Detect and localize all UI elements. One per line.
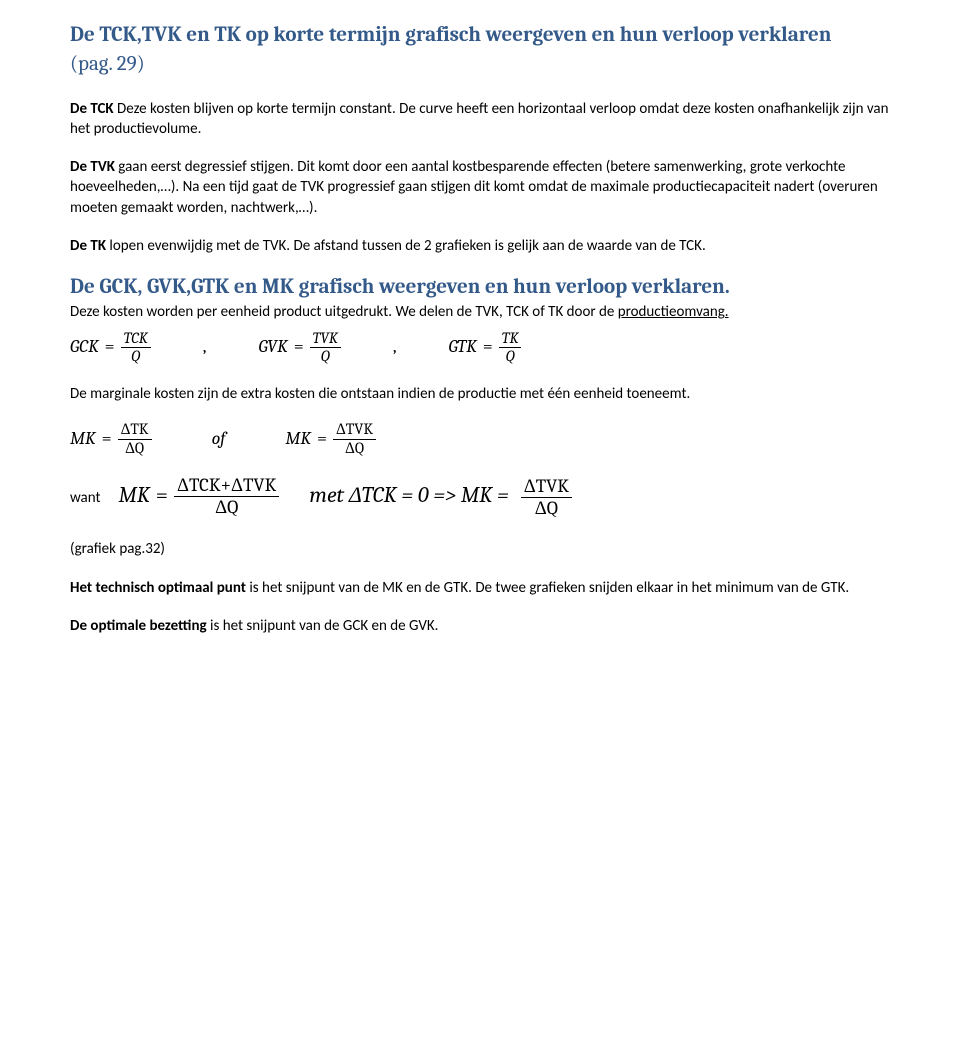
lead-optimale-bezetting: De optimale bezetting [70,617,210,635]
lead-tk: De TK [70,237,109,255]
heading-gck-gvk-gtk-mk: De GCK, GVK,GTK en MK grafisch weergeven… [70,274,890,300]
eq-mk-tk: MK = ΔTK ΔQ [70,422,152,456]
para-optimale-bezetting: De optimale bezetting is het snijpunt va… [70,616,890,636]
text-tvk: gaan eerst degressief stijgen. Dit komt … [70,158,878,217]
eq-want-num1: ΔTCK+ΔTVK [174,476,279,497]
eq-want-lhs: MK [119,481,150,511]
page-ref-29: (pag. 29) [70,50,890,78]
eq-gvk: GVK = TVK Q [258,331,340,365]
eq-sign: = [102,427,112,451]
eq-gck-den: Q [128,348,144,364]
eq-mk-tk-den: ΔQ [122,440,147,456]
eq-gvk-frac: TVK Q [310,331,341,365]
eq-gvk-num: TVK [310,331,341,348]
equation-mk: MK = ΔTK ΔQ of MK = ΔTVK ΔQ [70,422,890,456]
eq-mk-tvk: MK = ΔTVK ΔQ [285,422,376,456]
eq-gtk-num: TK [499,331,522,348]
eq-mk-frac2: ΔTVK ΔQ [333,422,376,456]
eq-mk-lhs1: MK [70,427,96,451]
eq-sign: = [294,335,304,359]
eq-gck-lhs: GCK [70,335,99,359]
para-tck: De TCK Deze kosten blijven op korte term… [70,99,890,140]
eq-gck: GCK = TCK Q [70,331,151,365]
link-productieomvang[interactable]: productieomvang. [618,303,729,321]
heading-tck-tvk-tk: De TCK,TVK en TK op korte termijn grafis… [70,22,890,48]
eq-sign: = [105,335,115,359]
eq-want-den1: ΔQ [212,497,241,517]
text-tk: lopen evenwijdig met de TVK. De afstand … [109,237,705,255]
eq-want-left: MK = ΔTCK+ΔTVK ΔQ [119,476,280,516]
para-marginale-kosten: De marginale kosten zijn de extra kosten… [70,384,890,404]
eq-want-frac2: ΔTVK ΔQ [521,477,572,517]
eq-gvk-den: Q [317,348,333,364]
para-tvk: De TVK gaan eerst degressief stijgen. Di… [70,157,890,218]
comma-1: , [203,335,207,359]
eq-mk-tvk-num: ΔTVK [333,422,376,439]
eq-gvk-lhs: GVK [258,335,287,359]
comma-2: , [393,335,397,359]
para-tk: De TK lopen evenwijdig met de TVK. De af… [70,236,890,256]
eq-want-frac1: ΔTCK+ΔTVK ΔQ [174,476,279,516]
equation-want: want MK = ΔTCK+ΔTVK ΔQ met ΔTCK = 0 => M… [70,476,890,517]
eq-want-mid: met ΔTCK = 0 => MK = [309,481,508,511]
lead-tck: De TCK [70,100,117,118]
want-label: want [70,488,101,508]
eq-mk-tvk-den: ΔQ [342,440,367,456]
para-technisch-optimaal: Het technisch optimaal punt is het snijp… [70,578,890,598]
para-per-eenheid: Deze kosten worden per eenheid product u… [70,302,890,322]
eq-gtk-den: Q [502,348,518,364]
text-technisch-optimaal: is het snijpunt van de MK en de GTK. De … [249,579,849,597]
eq-want-den2: ΔQ [532,498,561,518]
eq-mk-tk-num: ΔTK [118,422,152,439]
text-tck: Deze kosten blijven op korte termijn con… [70,100,888,138]
eq-mk-frac1: ΔTK ΔQ [118,422,152,456]
eq-gtk-lhs: GTK [449,335,477,359]
equation-averages: GCK = TCK Q , GVK = TVK Q , GTK = TK Q [70,331,890,365]
eq-gtk-frac: TK Q [499,331,522,365]
eq-sign: = [317,427,327,451]
lead-technisch-optimaal: Het technisch optimaal punt [70,579,249,597]
eq-want-num2: ΔTVK [521,477,572,498]
lead-tvk: De TVK [70,158,118,176]
eq-gck-frac: TCK Q [121,331,151,365]
text-per-eenheid: Deze kosten worden per eenheid product u… [70,303,618,321]
eq-gtk: GTK = TK Q [449,331,522,365]
eq-mk-lhs2: MK [285,427,311,451]
eq-want-right: ΔTVK ΔQ [521,477,572,517]
graph-ref-32: (grafiek pag.32) [70,539,890,559]
eq-of: of [212,427,226,451]
eq-gck-num: TCK [121,331,151,348]
eq-sign: = [156,481,168,511]
text-optimale-bezetting: is het snijpunt van de GCK en de GVK. [210,617,438,635]
eq-sign: = [483,335,493,359]
